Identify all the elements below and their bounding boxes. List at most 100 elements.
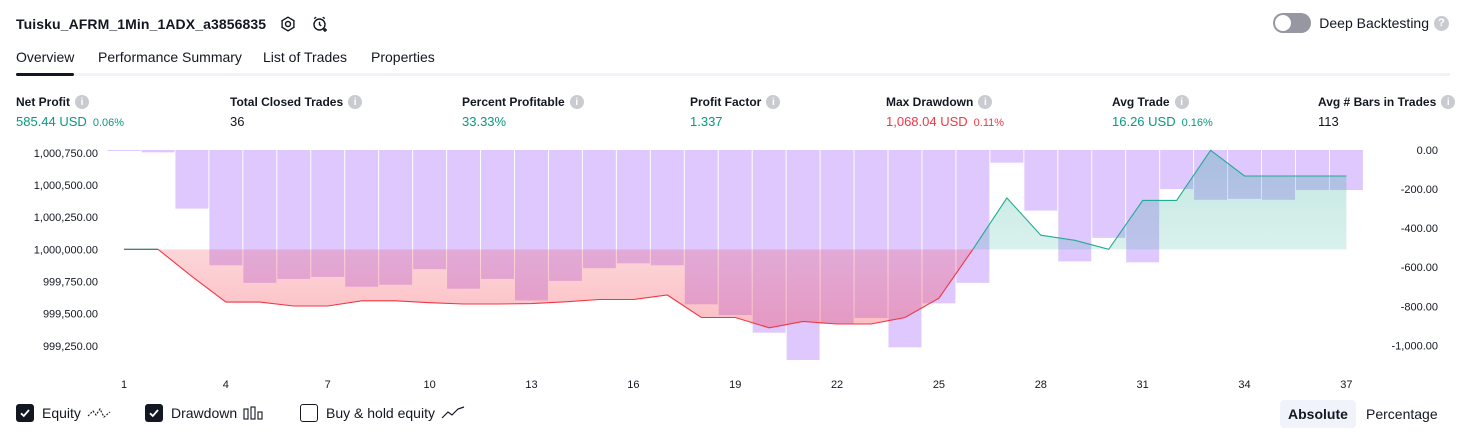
x-axis-tick: 31 (1137, 379, 1149, 391)
x-axis-tick: 34 (1238, 379, 1250, 391)
stat-value: 1.337 (690, 114, 723, 129)
stat-label: Net Profit (16, 95, 70, 109)
legend-buy-hold-equity[interactable]: Buy & hold equity (300, 404, 465, 422)
left-axis-tick: 999,750.00 (43, 277, 98, 289)
drawdown-bar (514, 150, 548, 301)
deep-backtesting: Deep Backtesting ? (1273, 13, 1449, 33)
drawdown-bar (345, 150, 379, 287)
drawdown-bars-icon (243, 406, 263, 420)
stat-value: 585.44 USD (16, 114, 87, 129)
stat-value: 16.26 USD (1112, 114, 1176, 129)
x-axis-tick: 25 (933, 379, 945, 391)
legend-label: Drawdown (171, 405, 238, 421)
drawdown-bar (243, 150, 277, 283)
drawdown-bar (854, 150, 888, 318)
drawdown-bar (1024, 150, 1058, 211)
info-icon[interactable]: i (569, 95, 584, 109)
drawdown-bar (922, 150, 956, 304)
buy-hold-line-icon (441, 406, 465, 419)
stat-percent: 0.11% (973, 117, 1005, 129)
deep-backtesting-label: Deep Backtesting (1319, 15, 1429, 31)
equity-area-loss (158, 249, 973, 328)
drawdown-bar (990, 150, 1024, 163)
drawdown-bar (548, 150, 582, 281)
tab-performance-summary[interactable]: Performance Summary (98, 49, 242, 65)
absolute-mode-button[interactable]: Absolute (1280, 400, 1356, 428)
add-alert-icon[interactable] (310, 14, 330, 34)
checkbox-checked-icon[interactable] (16, 404, 34, 422)
stat-percent-profitable: Percent Profitable i 33.33% (462, 94, 584, 129)
strategy-title: Tuisku_AFRM_1Min_1ADX_a3856835 (16, 16, 267, 32)
x-axis-tick: 28 (1035, 379, 1047, 391)
right-axis-tick: 0.00 (1417, 145, 1438, 157)
info-icon[interactable]: i (978, 95, 993, 109)
stat-value: 36 (230, 114, 245, 129)
drawdown-bar (616, 150, 650, 264)
info-icon[interactable]: i (1441, 95, 1456, 109)
stat-percent: 0.16% (1181, 117, 1213, 129)
stat-avg-bars: Avg # Bars in Trades i 113 (1318, 94, 1456, 129)
tab-overview[interactable]: Overview (16, 49, 75, 76)
right-axis-tick: -600.00 (1401, 262, 1438, 274)
stat-value: 113 (1318, 114, 1339, 129)
x-axis-tick: 22 (831, 379, 843, 391)
checkbox-checked-icon[interactable] (145, 404, 163, 422)
toggle-knob (1275, 15, 1292, 31)
right-axis-tick: -1,000.00 (1392, 340, 1438, 352)
drawdown-bar (107, 150, 141, 151)
deep-backtesting-toggle[interactable] (1273, 13, 1312, 33)
right-axis-tick: -400.00 (1401, 223, 1438, 235)
info-icon[interactable]: i (75, 95, 89, 109)
drawdown-bar (1262, 150, 1295, 200)
settings-icon[interactable] (278, 14, 298, 34)
stat-percent: 0.06% (92, 117, 125, 129)
legend-equity[interactable]: Equity (16, 404, 111, 422)
tab-list-of-trades[interactable]: List of Trades (263, 49, 348, 65)
left-axis-tick: 1,000,500.00 (34, 180, 98, 192)
drawdown-bar (311, 150, 345, 277)
tab-properties[interactable]: Properties (371, 49, 435, 65)
stat-avg-trade: Avg Trade i 16.26 USD 0.16% (1112, 94, 1213, 129)
strategy-header: Tuisku_AFRM_1Min_1ADX_a3856835 (16, 12, 330, 36)
stat-label: Max Drawdown (886, 95, 974, 109)
drawdown-bar (684, 150, 718, 305)
stat-total-closed-trades: Total Closed Trades i 36 (230, 94, 363, 129)
info-icon[interactable]: i (766, 95, 781, 109)
legend-drawdown[interactable]: Drawdown (145, 404, 263, 422)
drawdown-bar (1126, 150, 1160, 263)
legend-label: Equity (42, 405, 81, 421)
drawdown-bar (888, 150, 922, 348)
x-axis-tick: 13 (525, 379, 537, 391)
left-axis-tick: 999,250.00 (43, 341, 98, 353)
checkbox-unchecked-icon[interactable] (300, 404, 318, 422)
report-tabs: Overview Performance Summary List of Tra… (16, 46, 1450, 76)
left-axis-tick: 1,000,250.00 (34, 212, 98, 224)
stat-value: 33.33% (462, 114, 507, 129)
equity-area-profit (124, 150, 1347, 250)
x-axis-tick: 16 (627, 379, 639, 391)
info-icon[interactable]: i (1174, 95, 1189, 109)
help-icon[interactable]: ? (1434, 15, 1449, 31)
percentage-mode-button[interactable]: Percentage (1366, 406, 1438, 422)
drawdown-bar (820, 150, 854, 324)
drawdown-bar (718, 150, 752, 316)
stat-label: Avg # Bars in Trades (1318, 95, 1437, 109)
stat-net-profit: Net Profit i 585.44 USD 0.06% (16, 94, 124, 129)
drawdown-bar (1295, 150, 1329, 191)
drawdown-bar (1058, 150, 1092, 262)
x-axis-tick: 10 (423, 379, 435, 391)
drawdown-bar (582, 150, 616, 269)
left-axis-tick: 999,500.00 (43, 309, 98, 321)
stat-label: Profit Factor (690, 95, 762, 109)
x-axis-tick: 7 (325, 379, 331, 391)
drawdown-bar (141, 150, 175, 153)
x-axis-tick: 4 (223, 379, 229, 391)
stat-label: Avg Trade (1112, 95, 1170, 109)
info-icon[interactable]: i (348, 95, 363, 109)
drawdown-bar (650, 150, 684, 266)
stat-profit-factor: Profit Factor i 1.337 (690, 94, 781, 129)
equity-line-icon (87, 407, 111, 418)
drawdown-bar (277, 150, 311, 279)
stat-label: Total Closed Trades (230, 95, 344, 109)
stat-max-drawdown: Max Drawdown i 1,068.04 USD 0.11% (886, 94, 1004, 129)
